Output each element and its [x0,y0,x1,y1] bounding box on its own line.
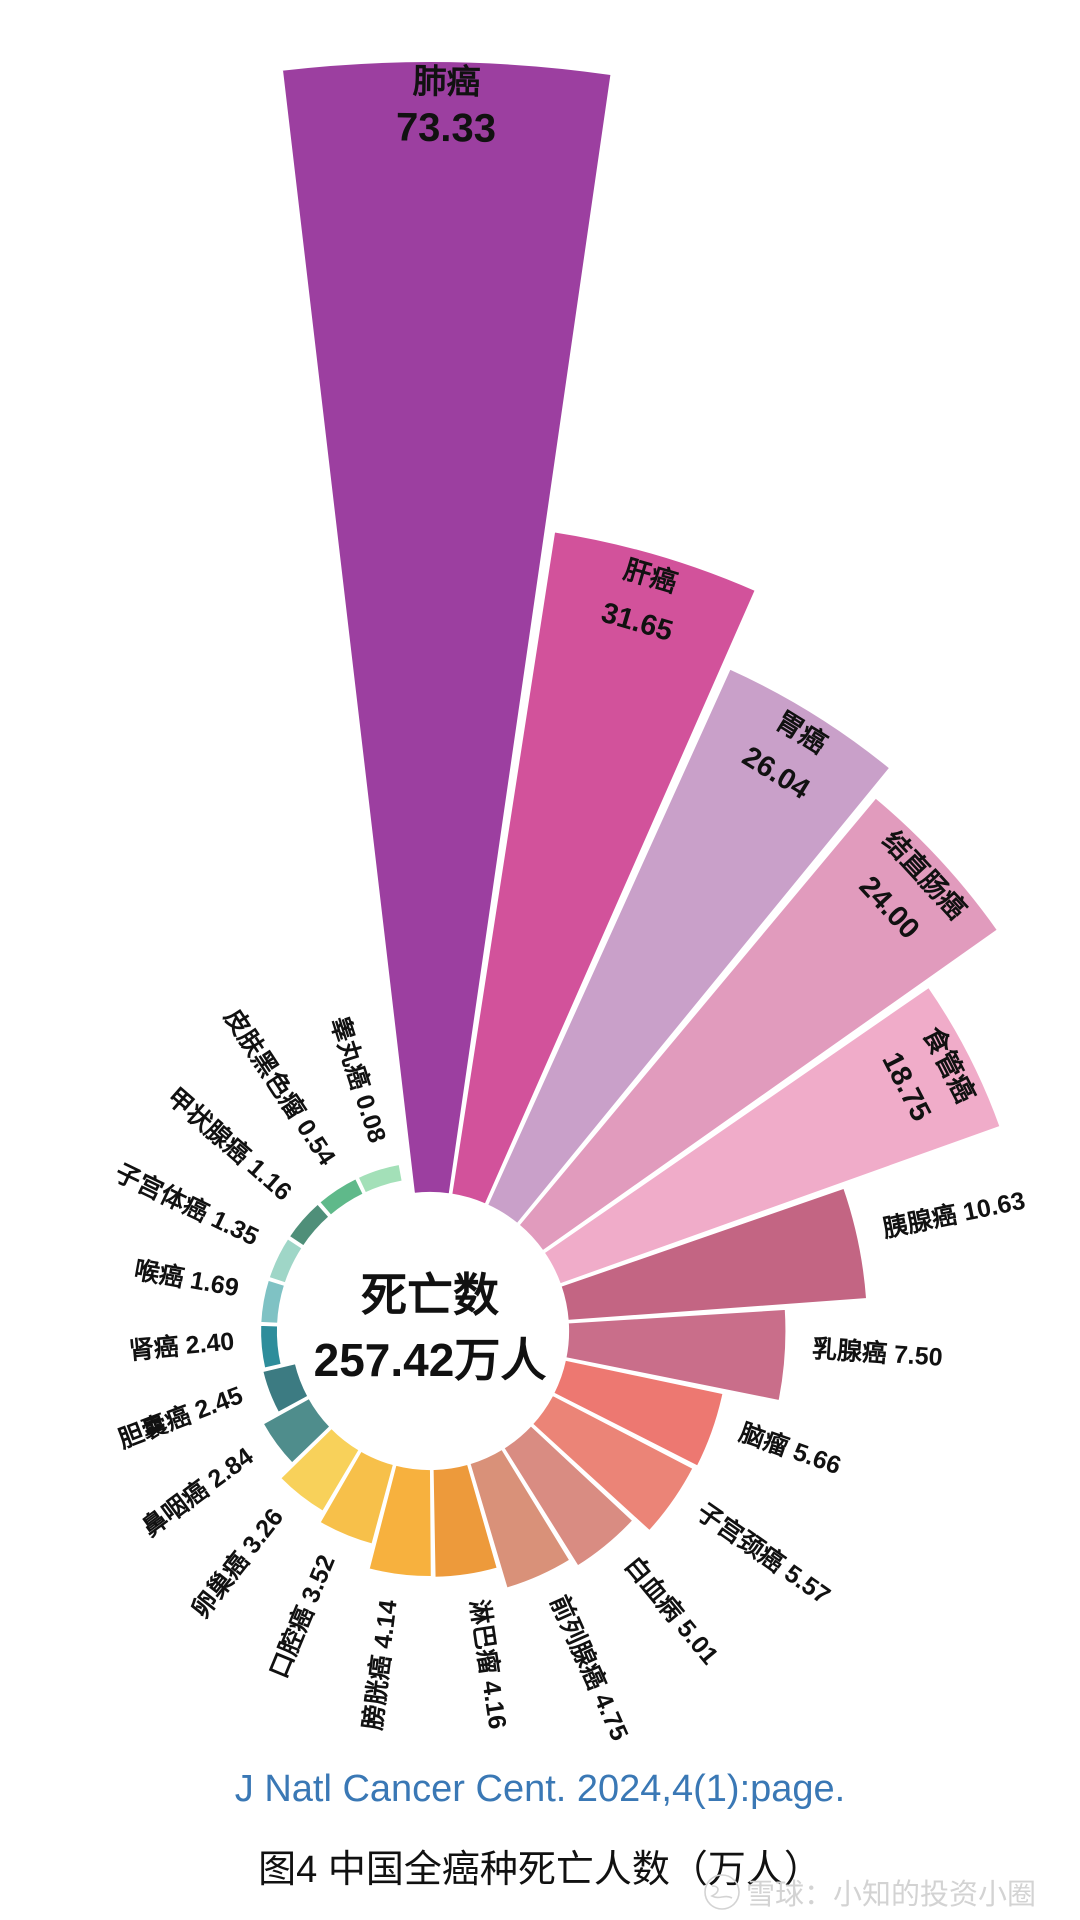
svg-text:白血病 5.01: 白血病 5.01 [619,1551,725,1670]
svg-text:膀胱癌 4.14: 膀胱癌 4.14 [358,1598,403,1732]
svg-text:乳腺癌 7.50: 乳腺癌 7.50 [811,1334,943,1372]
svg-text:胰腺癌 10.63: 胰腺癌 10.63 [880,1186,1027,1244]
svg-text:前列腺癌 4.75: 前列腺癌 4.75 [545,1591,635,1745]
svg-text:淋巴瘤 4.16: 淋巴瘤 4.16 [464,1598,512,1731]
svg-text:257.42万人: 257.42万人 [314,1334,547,1386]
svg-text:肾癌 2.40: 肾癌 2.40 [128,1326,236,1365]
svg-text:喉癌 1.69: 喉癌 1.69 [132,1255,241,1302]
svg-text:卵巢癌 3.26: 卵巢癌 3.26 [186,1503,289,1624]
svg-text:脑瘤 5.66: 脑瘤 5.66 [736,1418,845,1480]
svg-text:胆囊癌 2.45: 胆囊癌 2.45 [114,1380,246,1454]
svg-text:鼻咽癌 2.84: 鼻咽癌 2.84 [136,1441,258,1542]
svg-text:子宫颈癌 5.57: 子宫颈癌 5.57 [692,1497,836,1610]
svg-text:死亡数: 死亡数 [361,1269,499,1321]
svg-text:口腔癌 3.52: 口腔癌 3.52 [264,1551,341,1683]
svg-text:肺癌: 肺癌 [412,62,481,102]
svg-text:73.33: 73.33 [396,105,497,150]
svg-text:睾丸癌 0.08: 睾丸癌 0.08 [325,1013,392,1146]
